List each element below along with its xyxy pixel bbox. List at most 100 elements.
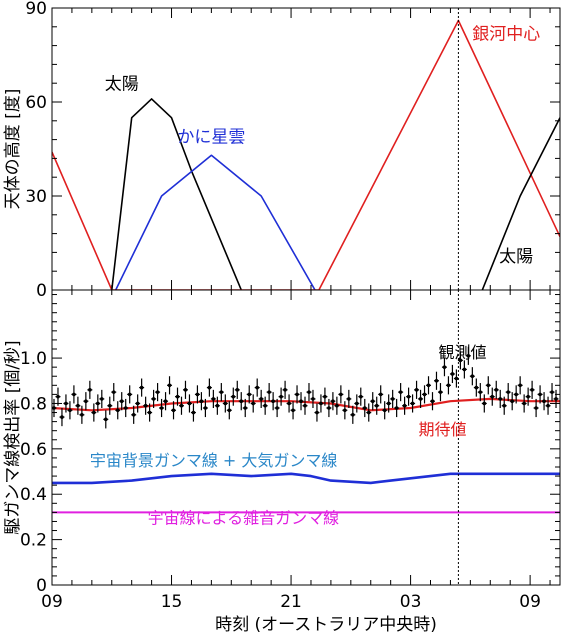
x-tick-label: 09 [41,592,63,612]
x-tick-label: 15 [161,592,183,612]
y-tick-label: 30 [25,187,47,207]
x-tick-label: 09 [519,592,541,612]
observed-point [331,399,335,403]
observed-point [307,390,311,394]
observed-point [223,401,228,406]
observed-point [386,401,391,406]
cosmic-bg-line [52,472,560,485]
observed-point [546,403,550,408]
observed-point [84,399,88,403]
observed-points [51,346,559,429]
y-tick-label: 0.6 [20,440,47,460]
observed-point [100,397,104,401]
observed-point [187,401,192,406]
observed-point [458,358,463,363]
observed-point [275,406,279,410]
observed-point [195,392,200,397]
observed-point [410,401,415,406]
altitude-label: 銀河中心 [472,24,540,44]
observed-point [378,392,383,397]
observed-point [355,401,359,406]
observed-point [139,385,144,390]
y-axis-title: 天体の高度 [度] [3,89,23,210]
observed-point [56,394,60,399]
altitude-curves [52,19,560,290]
observed-point [203,406,208,410]
y-tick-label: 90 [25,0,47,19]
observed-point [514,392,518,397]
observed-point [343,408,347,413]
y-tick-label: 0.4 [20,485,47,505]
observed-point [303,403,307,408]
observed-point [231,394,236,399]
observed-point [426,383,431,388]
observed-point [88,388,92,392]
observed-point [267,390,271,394]
observed-point [542,399,546,403]
observed-point [175,394,180,399]
observed-point [438,390,443,394]
observed-point [522,401,526,406]
observed-point [478,390,483,394]
observed-point [518,383,522,388]
observed-point [430,399,435,403]
observed-point [147,410,152,415]
observed-point [347,397,351,401]
observed-point [370,399,375,403]
observed-point [215,403,220,408]
observed-point [72,392,76,397]
observed-point [207,385,212,390]
observed-point [60,415,64,419]
observed-point [279,394,283,399]
observed-point [127,392,132,397]
rate-label: 期待値 [419,420,467,439]
observed-point [550,390,554,394]
y-tick-label: 0.8 [20,394,47,414]
observed-point [498,397,503,401]
observed-point [311,397,315,401]
observed-point [454,376,459,381]
observed-point [183,388,188,392]
observed-point [374,403,379,408]
observed-point [422,392,427,397]
y-axis-title: 駆ガンマ線検出率 [個/秒] [3,340,23,534]
y-tick-label: 0 [36,576,47,596]
observed-point [418,397,423,401]
observed-point [255,385,259,390]
observed-point [119,399,124,403]
altitude-series-0 [111,98,243,290]
rate-label: 宇宙線による雑音ガンマ線 [148,509,340,528]
observed-point [486,383,491,388]
observed-point [466,354,471,358]
observed-point [52,406,56,410]
observed-point [211,397,216,401]
observed-point [219,390,224,394]
observed-point [530,388,534,392]
observed-point [323,394,327,399]
observed-point [163,399,168,403]
altitude-label: 太陽 [105,74,139,94]
observed-point [414,388,419,392]
observed-point [283,388,287,392]
observed-point [494,388,499,392]
observed-point [510,399,514,403]
observed-point [398,390,403,394]
observed-point [167,383,172,388]
altitude-series-1 [114,154,316,290]
observed-point [327,406,331,410]
observed-point [151,397,156,401]
observed-point [111,390,116,394]
altitude-series-2 [52,19,560,290]
observed-point [390,397,395,401]
gamma-rate-panel: 0 0.2 0.4 0.6 0.8 1.0 09 15 21 03 09 観測値期待値宇宙背景ガンマ線… [3,289,561,635]
observed-point [315,410,319,415]
observed-point [538,392,542,397]
observed-point [319,401,323,406]
observed-point [442,365,447,369]
observed-point [243,406,248,410]
observed-point [462,367,467,372]
observed-point [131,413,136,417]
observed-point [191,410,196,415]
observed-point [299,399,303,403]
